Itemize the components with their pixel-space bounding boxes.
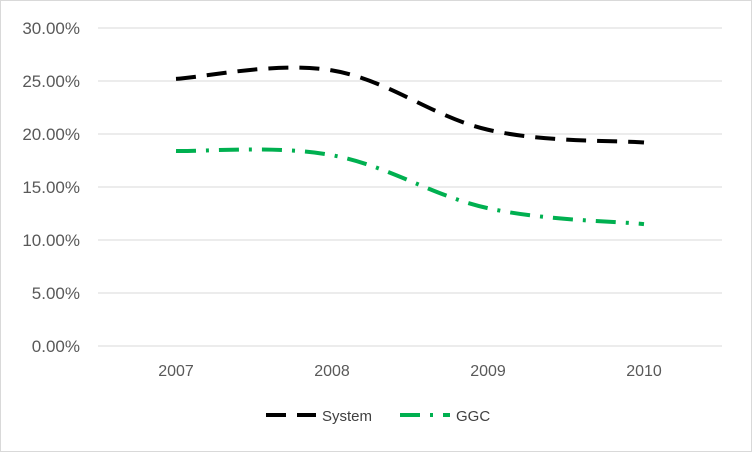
- legend-label-ggc: GGC: [456, 408, 490, 425]
- x-axis-tick-labels: 2007 2008 2009 2010: [158, 363, 662, 380]
- gridlines: [98, 27, 722, 347]
- series-lines: [175, 65, 645, 227]
- y-tick-label: 5.00%: [32, 284, 80, 303]
- legend: System GGC: [266, 408, 490, 425]
- y-axis-tick-labels: 0.00% 5.00% 10.00% 15.00% 20.00% 25.00% 30.00%: [22, 19, 80, 356]
- y-tick-label: 10.00%: [22, 231, 80, 250]
- x-tick-label: 2008: [314, 363, 350, 380]
- series-line-system: [175, 65, 645, 145]
- y-tick-label: 15.00%: [22, 178, 80, 197]
- x-tick-label: 2010: [626, 363, 662, 380]
- x-tick-label: 2007: [158, 363, 194, 380]
- legend-label-system: System: [322, 408, 372, 425]
- x-tick-label: 2009: [470, 363, 506, 380]
- y-tick-label: 25.00%: [22, 72, 80, 91]
- y-tick-label: 0.00%: [32, 337, 80, 356]
- y-tick-label: 20.00%: [22, 125, 80, 144]
- y-tick-label: 30.00%: [22, 19, 80, 38]
